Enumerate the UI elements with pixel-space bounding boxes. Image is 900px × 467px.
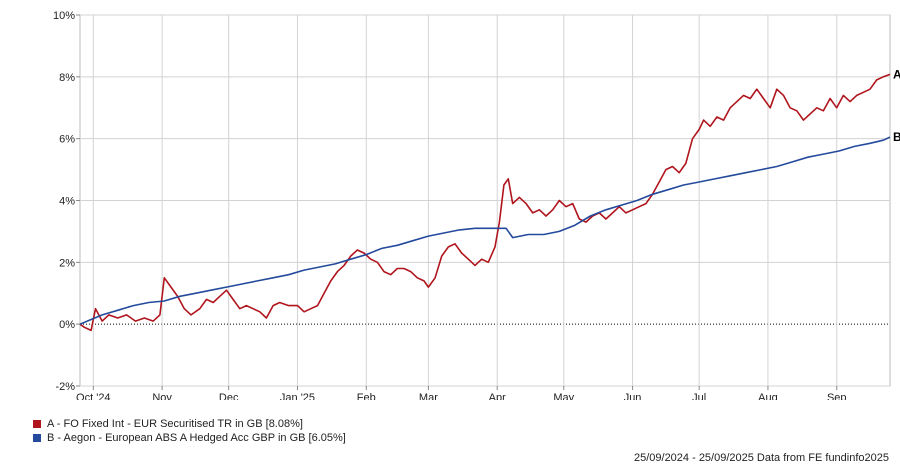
series-line-b [79,136,891,325]
x-tick-label: Aug [758,392,778,400]
end-labels: AB [893,67,900,144]
x-tick-label: Nov [152,392,172,400]
legend-item-b: B - Aegon - European ABS A Hedged Acc GB… [33,431,346,445]
legend-swatch-b [33,434,41,442]
x-tick-label: Jan '25 [280,392,315,400]
y-axis: -2% 0% 2% 4% 6% 8% 10% [53,10,80,393]
grid [79,14,891,387]
x-tick-label: Feb [357,392,376,400]
x-tick-label: Dec [219,392,239,400]
series-end-label-b: B [893,130,900,144]
series-line-a [79,73,891,332]
legend-swatch-a [33,420,41,428]
y-tick-label: 10% [53,10,75,22]
legend-label-b: B - Aegon - European ABS A Hedged Acc GB… [47,432,346,444]
x-tick-label: Oct '24 [76,392,111,400]
x-axis: Oct '24 Nov Dec Jan '25 Feb Mar Apr May Jun Jul Au… [76,386,847,400]
y-tick-label: -2% [55,381,75,393]
x-tick-label: Apr [489,392,506,400]
legend: A - FO Fixed Int - EUR Securitised TR in… [33,417,346,445]
x-tick-label: May [553,392,574,400]
line-chart: -2% 0% 2% 4% 6% 8% 10% Oct '24 Nov Dec Jan '25 Feb… [53,10,900,400]
x-tick-label: Sep [827,392,847,400]
x-tick-label: Jul [692,392,706,400]
x-tick-label: Mar [419,392,438,400]
x-tick-label: Jun [624,392,642,400]
footer-source: 25/09/2024 - 25/09/2025 Data from FE fun… [633,452,889,464]
series-group [79,73,891,332]
series-end-label-a: A [893,67,900,81]
y-tick-label: 4% [59,196,75,208]
y-tick-label: 2% [59,257,75,269]
y-tick-label: 0% [59,319,75,331]
y-tick-label: 8% [59,72,75,84]
legend-label-a: A - FO Fixed Int - EUR Securitised TR in… [47,418,303,430]
y-tick-label: 6% [59,134,75,146]
legend-item-a: A - FO Fixed Int - EUR Securitised TR in… [33,417,346,431]
